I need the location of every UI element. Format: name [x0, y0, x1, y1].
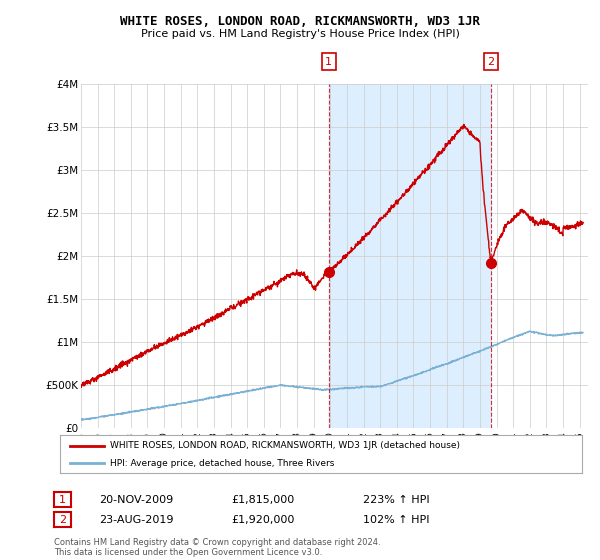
Bar [329, 84, 491, 428]
Text: £1,815,000: £1,815,000 [231, 494, 294, 505]
Text: WHITE ROSES, LONDON ROAD, RICKMANSWORTH, WD3 1JR: WHITE ROSES, LONDON ROAD, RICKMANSWORTH,… [120, 15, 480, 28]
Text: Price paid vs. HM Land Registry's House Price Index (HPI): Price paid vs. HM Land Registry's House … [140, 29, 460, 39]
Text: 1: 1 [59, 494, 66, 505]
Text: WHITE ROSES, LONDON ROAD, RICKMANSWORTH, WD3 1JR (detached house): WHITE ROSES, LONDON ROAD, RICKMANSWORTH,… [110, 441, 460, 450]
Text: 2: 2 [487, 57, 494, 67]
Text: 2: 2 [59, 515, 66, 525]
Text: 223% ↑ HPI: 223% ↑ HPI [363, 494, 430, 505]
Text: 23-AUG-2019: 23-AUG-2019 [99, 515, 173, 525]
Text: £1,920,000: £1,920,000 [231, 515, 295, 525]
Text: Contains HM Land Registry data © Crown copyright and database right 2024.
This d: Contains HM Land Registry data © Crown c… [54, 538, 380, 557]
Text: 20-NOV-2009: 20-NOV-2009 [99, 494, 173, 505]
Text: 1: 1 [325, 57, 332, 67]
Text: 102% ↑ HPI: 102% ↑ HPI [363, 515, 430, 525]
Text: HPI: Average price, detached house, Three Rivers: HPI: Average price, detached house, Thre… [110, 459, 334, 468]
